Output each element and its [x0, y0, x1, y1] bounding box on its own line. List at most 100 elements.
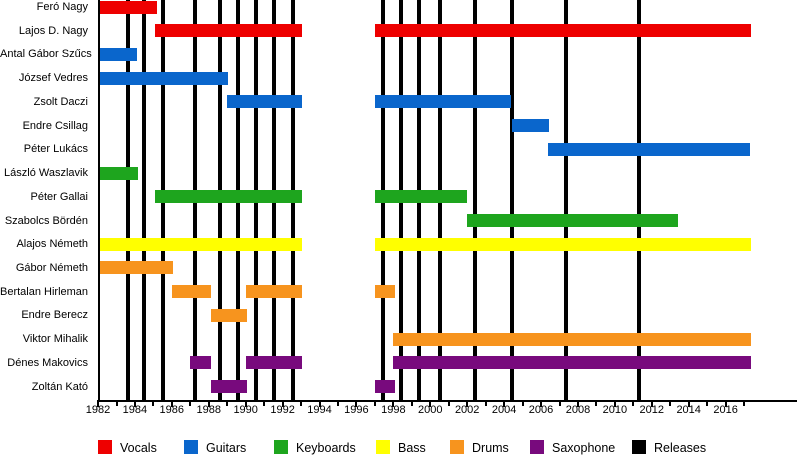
axis-tick [392, 402, 395, 407]
legend-swatch-saxophone [530, 440, 544, 454]
axis-tick [152, 402, 155, 406]
member-label: Szabolcs Bördén [4, 214, 88, 227]
axis-tick [170, 402, 173, 407]
member-stint-bar-vocals [155, 24, 302, 38]
member-label: Zoltán Kató [31, 380, 88, 393]
axis-tick-label: 2012 [639, 404, 665, 416]
axis-tick [484, 402, 487, 406]
member-stint-bar-guitars [227, 95, 302, 109]
axis-tick-label: 2006 [528, 404, 554, 416]
axis-tick [743, 402, 746, 406]
axis-tick [706, 402, 709, 406]
axis-tick [595, 402, 598, 406]
axis-tick-label: 1996 [344, 404, 369, 416]
axis-tick [207, 402, 210, 407]
release-line [636, 0, 641, 400]
legend-label: Keyboards [296, 440, 356, 455]
legend-label: Bass [398, 440, 426, 455]
member-stint-bar-saxophone [190, 356, 212, 370]
axis-tick [115, 402, 118, 406]
release-line [472, 0, 477, 400]
legend-swatch-bass [376, 440, 390, 454]
member-label: Péter Lukács [23, 143, 88, 156]
member-label: László Waszlavik [4, 167, 88, 179]
y-axis-line [97, 0, 100, 402]
axis-tick [263, 402, 266, 406]
member-stint-bar-guitars [511, 119, 550, 133]
member-stint-bar-guitars [100, 47, 137, 61]
axis-tick [300, 402, 303, 406]
member-label: Alajos Németh [16, 238, 88, 251]
axis-tick-label: 2000 [418, 404, 443, 416]
axis-tick-label: 2004 [491, 404, 517, 416]
member-stint-bar-bass [100, 237, 302, 251]
member-stint-bar-drums [171, 285, 212, 299]
member-label: Endre Csillag [22, 119, 88, 132]
member-label: Endre Berecz [21, 309, 88, 322]
axis-tick [318, 402, 321, 407]
legend-swatch-guitars [184, 440, 198, 454]
member-label: Viktor Mihalik [22, 333, 88, 346]
legend-label: Releases [654, 440, 707, 455]
member-stint-bar-keyboards [374, 190, 468, 204]
axis-tick [632, 402, 635, 406]
member-label: Antal Gábor Szűcs [0, 48, 92, 61]
axis-tick [410, 402, 413, 406]
axis-tick [447, 402, 450, 406]
legend-swatch-keyboards [274, 440, 288, 454]
axis-tick-label: 2008 [565, 404, 591, 416]
axis-tick-label: 1988 [196, 404, 222, 416]
axis-tick [558, 402, 561, 406]
legend-swatch-vocals [98, 440, 112, 454]
member-stint-bar-drums [100, 261, 173, 275]
axis-tick [669, 402, 672, 406]
member-stint-bar-vocals [100, 0, 158, 14]
axis-tick [503, 402, 506, 407]
member-stint-bar-vocals [374, 24, 751, 38]
axis-tick [466, 402, 469, 407]
axis-tick-label: 1982 [85, 404, 111, 416]
axis-tick-label: 1992 [270, 404, 295, 416]
member-stint-bar-bass [374, 237, 751, 251]
member-label: József Vedres [18, 72, 88, 85]
member-stint-bar-saxophone [393, 356, 751, 370]
axis-tick-label: 1994 [307, 404, 332, 416]
member-label: Feró Nagy [36, 1, 88, 13]
axis-tick-label: 2016 [713, 404, 738, 416]
member-label: Péter Gallai [30, 190, 88, 203]
axis-tick [226, 402, 229, 406]
axis-tick-label: 1986 [159, 404, 185, 416]
legend-label: Guitars [206, 440, 247, 455]
axis-tick-label: 1984 [122, 404, 148, 416]
axis-tick [724, 402, 727, 407]
axis-tick [133, 402, 136, 407]
axis-tick [189, 402, 192, 406]
member-stint-bar-guitars [548, 142, 751, 156]
release-line [564, 0, 568, 400]
axis-tick [337, 402, 339, 406]
member-stint-bar-keyboards [100, 166, 138, 180]
axis-tick [281, 402, 284, 407]
legend-swatch-releases [632, 440, 646, 454]
member-stint-bar-keyboards [467, 214, 678, 227]
member-label: Bertalan Hirleman [0, 285, 89, 298]
axis-tick-label: 2010 [602, 404, 628, 416]
axis-tick [97, 402, 99, 407]
release-line [142, 0, 147, 400]
axis-tick-label: 2002 [454, 404, 480, 416]
member-label: Dénes Makovics [7, 356, 88, 369]
legend-label: Vocals [120, 440, 157, 455]
member-label: Gábor Németh [15, 261, 88, 274]
member-stint-bar-drums [245, 285, 302, 299]
member-stint-bar-guitars [374, 95, 512, 109]
axis-tick [429, 402, 432, 407]
axis-tick [355, 402, 358, 407]
member-stint-bar-keyboards [155, 190, 302, 204]
axis-tick [687, 402, 690, 407]
member-label: Zsolt Daczi [33, 95, 88, 108]
axis-tick [540, 402, 542, 407]
axis-tick [373, 402, 376, 406]
legend-label: Saxophone [552, 440, 616, 455]
axis-tick [613, 402, 616, 407]
